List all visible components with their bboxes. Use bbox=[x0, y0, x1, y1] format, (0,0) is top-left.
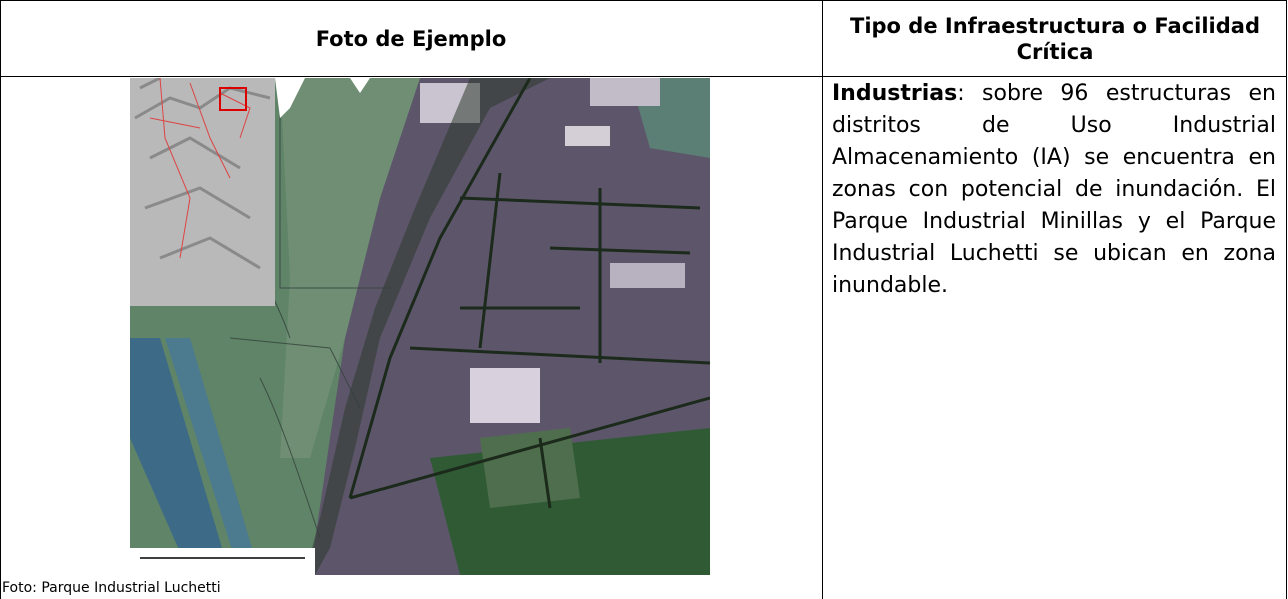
border bbox=[0, 76, 1287, 77]
border bbox=[1286, 0, 1287, 599]
column-header: Foto de Ejemplo bbox=[315, 26, 507, 51]
photo-caption: Foto: Parque Industrial Luchetti bbox=[2, 580, 221, 596]
description-text: : sobre 96 estructuras en distritos de U… bbox=[832, 81, 1276, 298]
border bbox=[0, 0, 1, 599]
description: Industrias: sobre 96 estructuras en dist… bbox=[832, 78, 1276, 302]
border bbox=[822, 0, 823, 599]
map-photo bbox=[130, 78, 710, 575]
border bbox=[0, 0, 1287, 1]
description-term: Industrias bbox=[832, 81, 958, 106]
column-header: Tipo de Infraestructura o Facilidad Crít… bbox=[850, 13, 1260, 64]
